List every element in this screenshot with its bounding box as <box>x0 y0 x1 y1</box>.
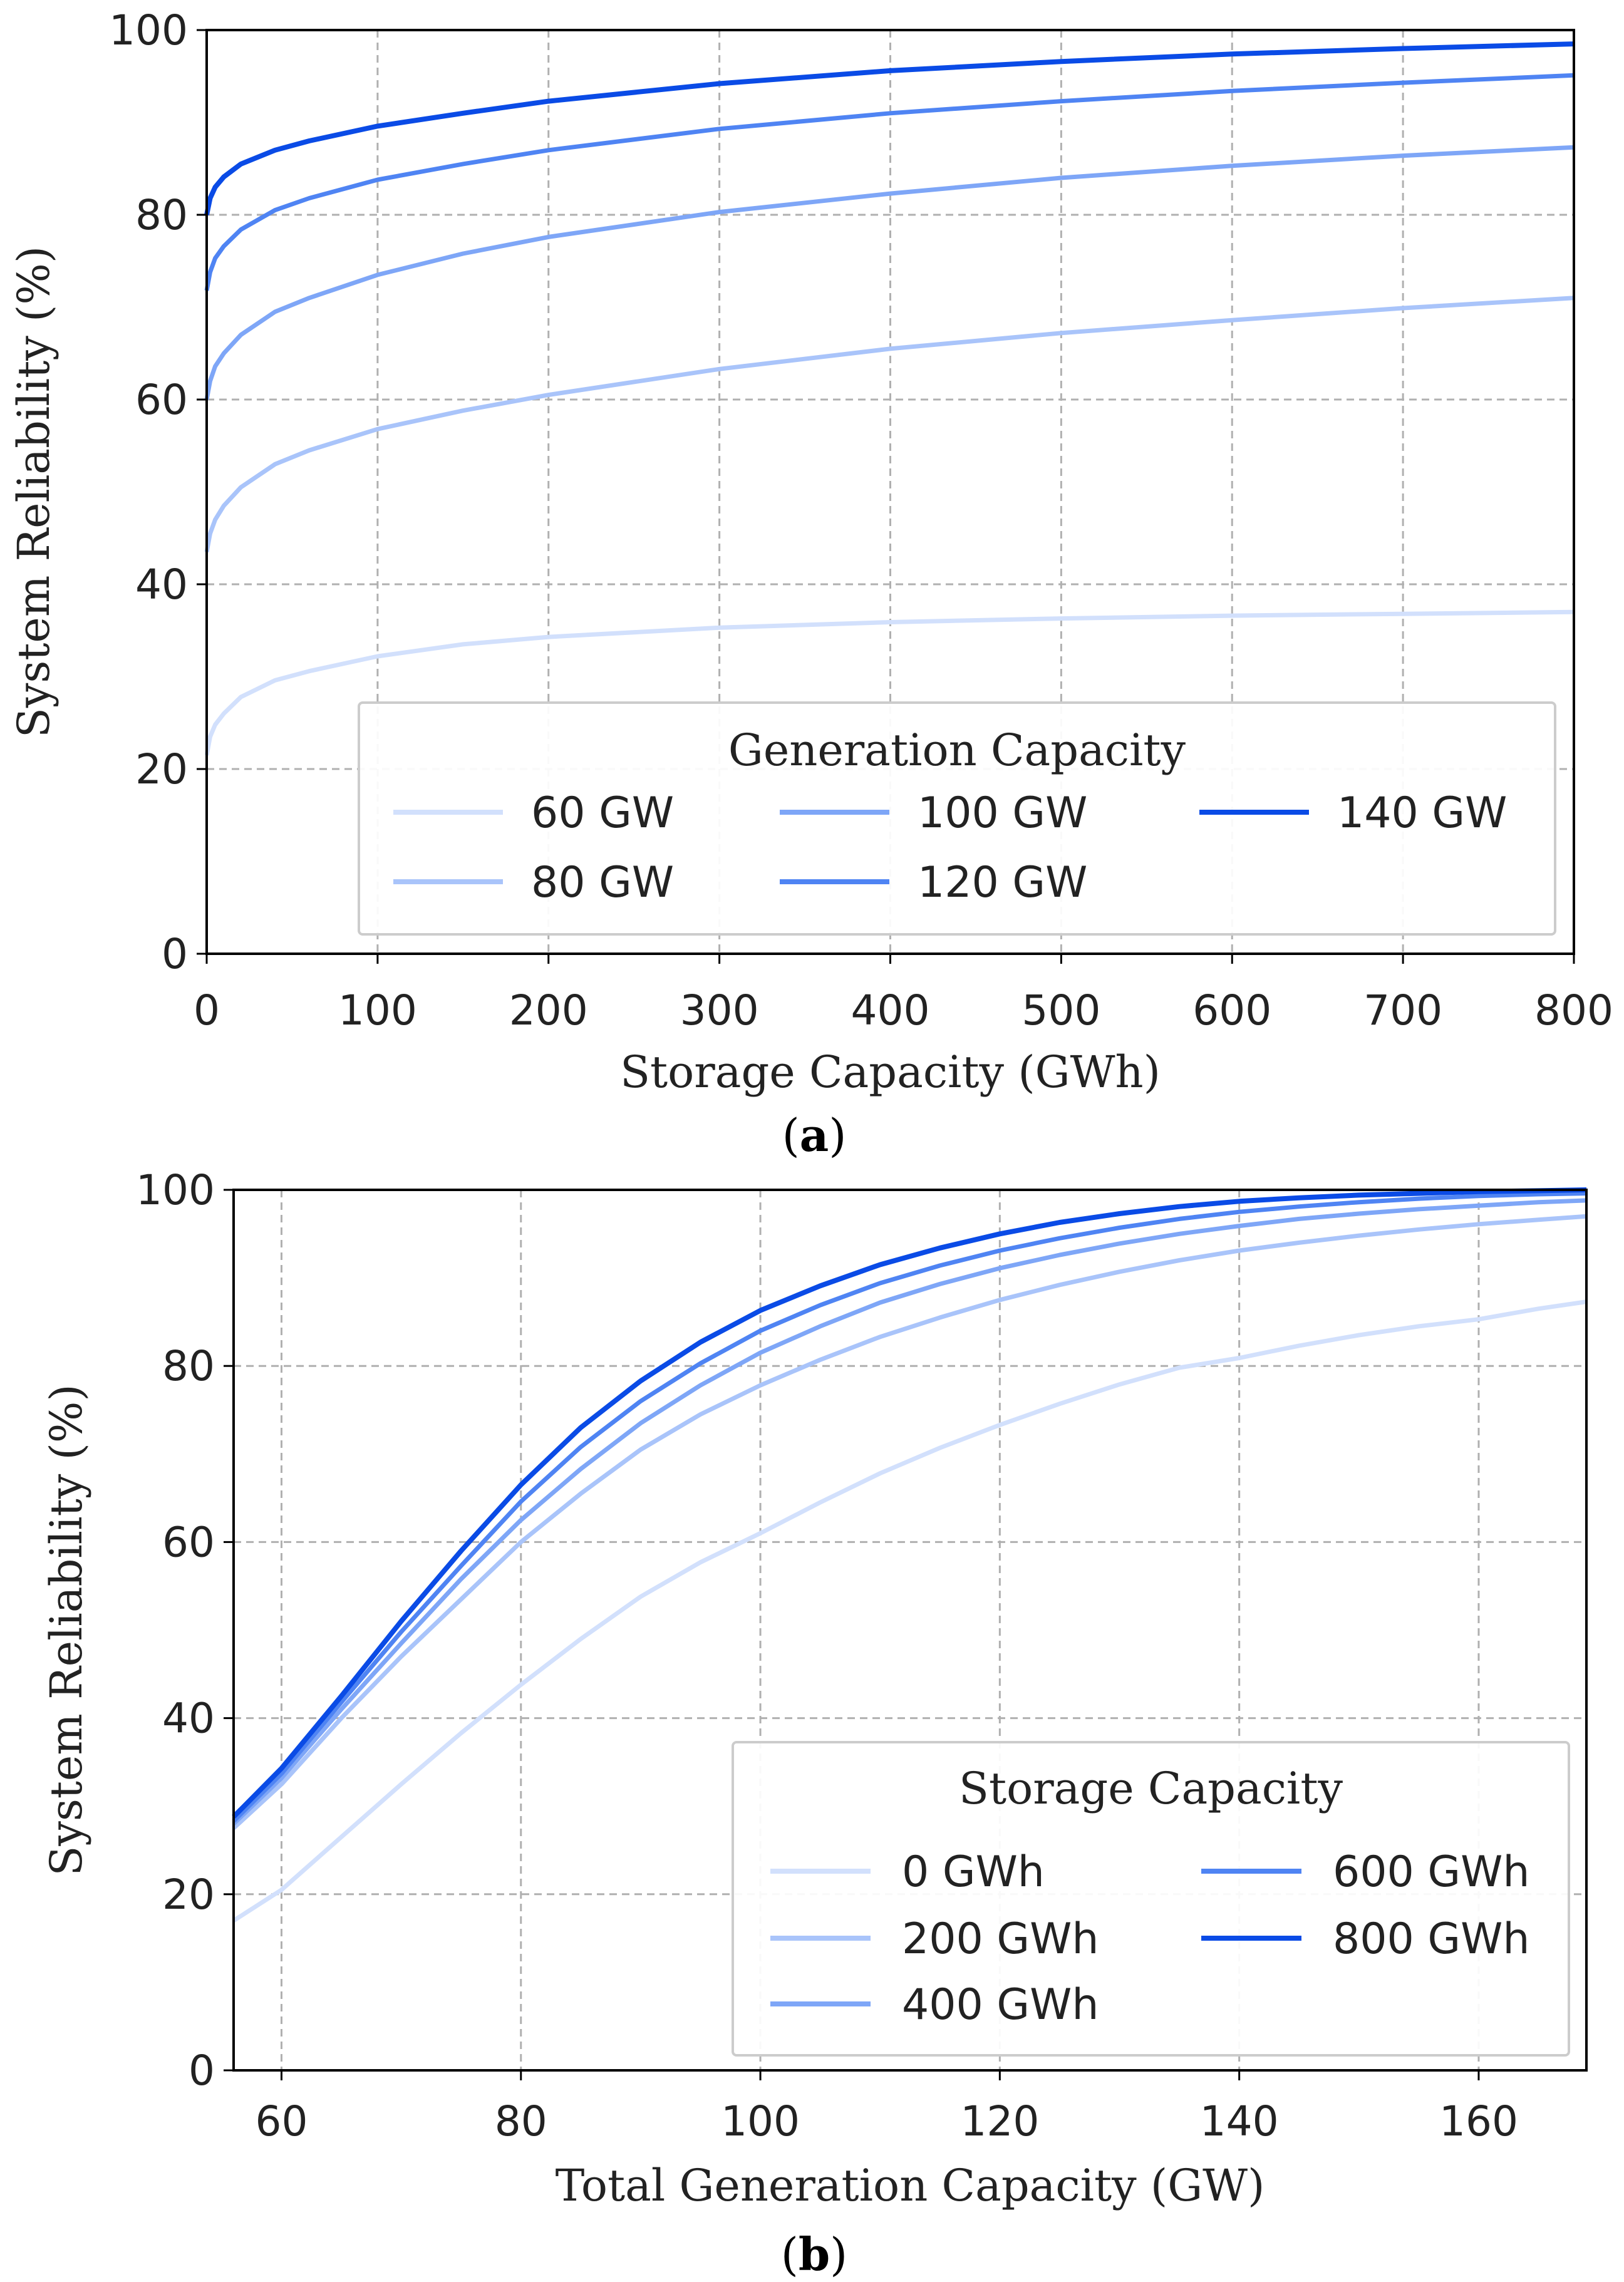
caption-b: (b) <box>781 2228 848 2281</box>
y-axis-label: System Reliability (%) <box>8 246 59 738</box>
y-tick-label: 0 <box>162 930 188 978</box>
x-tick-label: 200 <box>509 986 588 1035</box>
legend-label: 60 GW <box>531 788 674 838</box>
y-tick-label: 80 <box>162 1342 215 1390</box>
legend-label: 100 GW <box>918 788 1087 838</box>
x-tick-label: 500 <box>1021 986 1100 1035</box>
legend-label: 0 GWh <box>902 1847 1045 1897</box>
y-tick-label: 60 <box>162 1518 215 1566</box>
x-tick-label: 300 <box>680 986 759 1035</box>
series-line-100-gw <box>204 145 1575 400</box>
plot-frame <box>232 1189 1588 2072</box>
x-tick-label: 0 <box>194 986 220 1035</box>
legend-item: 800 GWh <box>1201 1914 1529 1964</box>
y-tick-label: 100 <box>109 6 188 54</box>
x-tick-label: 160 <box>1439 2097 1518 2145</box>
legend-item: 0 GWh <box>770 1847 1045 1897</box>
legend-item: 100 GW <box>780 788 1087 838</box>
legend-label: 80 GW <box>531 858 674 907</box>
series-line-140-gw <box>204 41 1575 215</box>
legend: Storage Capacity 0 GWh 200 GWh 400 GWh 600 G… <box>732 1741 1570 2057</box>
legend-item: 400 GWh <box>770 1980 1099 2030</box>
y-tick-label: 40 <box>135 560 188 609</box>
x-axis-label: Total Generation Capacity (GW) <box>556 2160 1265 2211</box>
x-tick-label: 120 <box>960 2097 1039 2145</box>
legend-box <box>358 701 1556 936</box>
x-tick-label: 140 <box>1200 2097 1279 2145</box>
x-tick-label: 700 <box>1363 986 1442 1035</box>
x-tick-label: 80 <box>495 2097 547 2145</box>
legend-label: 800 GWh <box>1333 1914 1529 1964</box>
y-tick-label: 100 <box>136 1166 215 1214</box>
series-lines <box>232 1187 1587 1923</box>
ticks: 0 100 200 300 400 500 600 700 800 0 20 40 60 80 100 <box>109 6 1613 1035</box>
x-axis-label: Storage Capacity (GWh) <box>620 1046 1161 1098</box>
x-tick-label: 400 <box>851 986 930 1035</box>
legend-item: 80 GW <box>393 858 674 907</box>
series-line-200-gwh <box>232 1214 1587 1830</box>
ticks: 60 80 100 120 140 160 0 20 40 60 80 100 <box>136 1166 1518 2145</box>
legend: Generation Capacity 60 GW 80 GW 100 GW 120 G… <box>358 701 1556 936</box>
y-tick-label: 20 <box>135 745 188 793</box>
legend-label: 120 GW <box>918 858 1087 907</box>
legend-box <box>732 1741 1570 2057</box>
y-axis-label: System Reliability (%) <box>41 1384 92 1876</box>
legend-item: 120 GW <box>780 858 1087 907</box>
panel-b: 60 80 100 120 140 160 0 20 40 60 80 100 Total Genera… <box>41 1166 1588 2211</box>
legend-label: 400 GWh <box>902 1980 1099 2030</box>
series-line-0-gwh <box>232 1299 1587 1923</box>
legend-label: 600 GWh <box>1333 1847 1529 1897</box>
y-tick-label: 80 <box>135 191 188 239</box>
x-tick-label: 100 <box>721 2097 800 2145</box>
caption-a: (a) <box>782 1108 847 1162</box>
legend-item: 60 GW <box>393 788 674 838</box>
legend-title: Generation Capacity <box>728 725 1186 776</box>
legend-item: 200 GWh <box>770 1914 1099 1964</box>
legend-item: 600 GWh <box>1201 1847 1529 1897</box>
legend-label: 200 GWh <box>902 1914 1099 1964</box>
legend-title: Storage Capacity <box>959 1763 1343 1814</box>
series-line-600-gwh <box>232 1191 1587 1823</box>
legend-label: 140 GW <box>1337 788 1507 838</box>
series-line-400-gwh <box>232 1198 1587 1825</box>
x-tick-label: 800 <box>1534 986 1613 1035</box>
y-tick-label: 60 <box>135 376 188 424</box>
y-tick-label: 20 <box>162 1871 215 1919</box>
y-tick-label: 0 <box>189 2047 215 2095</box>
x-tick-label: 600 <box>1192 986 1271 1035</box>
series-line-80-gw <box>204 296 1575 553</box>
series-line-120-gw <box>204 73 1575 291</box>
series-line-60-gw <box>204 609 1575 756</box>
x-tick-label: 100 <box>338 986 417 1035</box>
series-lines <box>204 41 1575 756</box>
panel-a: 0 100 200 300 400 500 600 700 800 0 20 40 60 80 100 Sto… <box>8 6 1613 1098</box>
x-tick-label: 60 <box>255 2097 308 2145</box>
y-tick-label: 40 <box>162 1695 215 1743</box>
series-line-800-gwh <box>232 1187 1587 1819</box>
legend-item: 140 GW <box>1199 788 1507 838</box>
